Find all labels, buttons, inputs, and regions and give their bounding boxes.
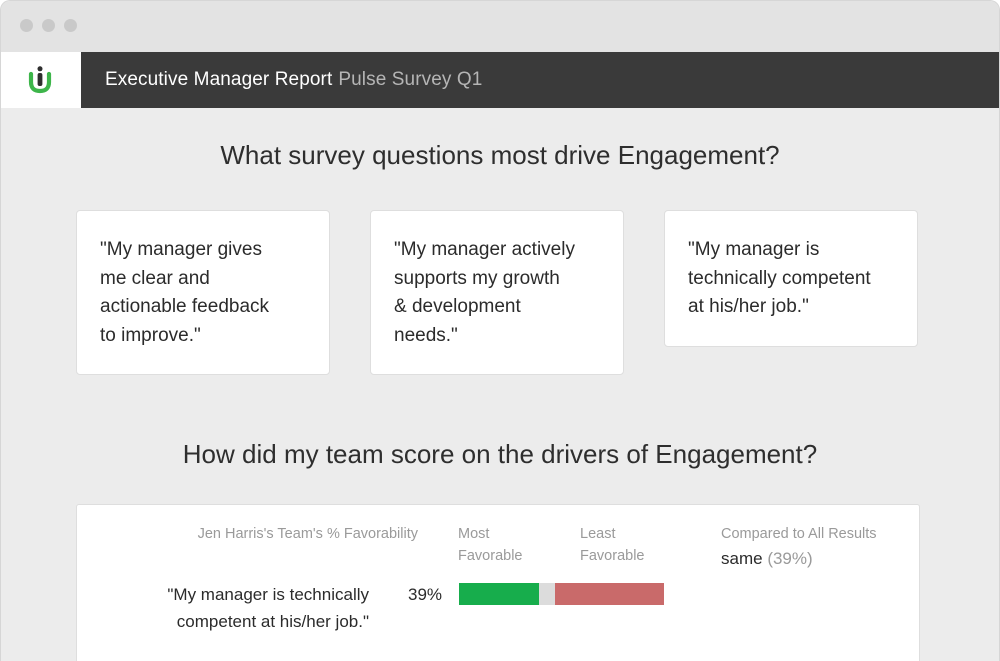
card-line: "My manager is [688,239,820,260]
card-line: "My manager gives [100,239,262,260]
card-line: supports my growth [394,267,560,289]
logo[interactable] [1,52,81,108]
card-line: to improve." [100,324,201,346]
card-line: actionable feedback [100,296,270,317]
card-line: me clear and [100,267,210,289]
ultimate-logo-icon [28,66,52,94]
report-title-text: Executive Manager Report [105,69,333,90]
least-favorable-header: Least Favorable [580,523,644,567]
report-subtitle: Pulse Survey Q1 [338,69,483,90]
least-favorable-line: Favorable [580,548,645,564]
favorability-panel: Jen Harris's Team's % Favorability Most … [76,504,920,661]
team-favorability-header: Jen Harris's Team's % Favorability [197,526,418,542]
most-favorable-header: Most Favorable [458,523,522,567]
comparison-word: same [721,549,763,568]
most-favorable-line: Favorable [458,548,523,564]
card-line: needs." [394,324,458,346]
driver-card-feedback: "My manager gives me clear and actionabl… [76,210,330,375]
unfavorable-segment [555,583,664,605]
favorable-segment [459,583,539,605]
comparison-percent: (39%) [767,549,813,568]
window-zoom-dot[interactable] [64,19,77,32]
row-question: "My manager is technically competent at … [167,581,369,635]
card-line: technically competent [688,267,871,289]
row-question-line: "My manager is technically [167,585,369,604]
compared-header: Compared to All Results [721,526,877,542]
card-line: at his/her job." [688,296,809,317]
card-line: & development [394,296,521,317]
window-titlebar [1,1,999,52]
least-favorable-line: Least [580,526,616,542]
driver-card-competence: "My manager is technically competent at … [664,210,918,347]
favorability-bar[interactable] [459,583,664,605]
window-minimize-dot[interactable] [42,19,55,32]
comparison-value: same (39%) [721,549,813,569]
drivers-heading: What survey questions most drive Engagem… [220,140,780,170]
app-header: Executive Manager Report Pulse Survey Q1 [1,52,999,108]
driver-card-growth: "My manager actively supports my growth … [370,210,624,375]
most-favorable-line: Most [458,526,490,542]
neutral-segment [538,583,556,605]
team-score-heading: How did my team score on the drivers of … [182,439,818,469]
window-close-dot[interactable] [20,19,33,32]
row-percent: 39% [408,585,443,604]
row-question-line: competent at his/her job." [176,612,369,631]
card-line: "My manager actively [394,239,575,260]
report-title: Executive Manager Report Pulse Survey Q1 [105,69,482,91]
